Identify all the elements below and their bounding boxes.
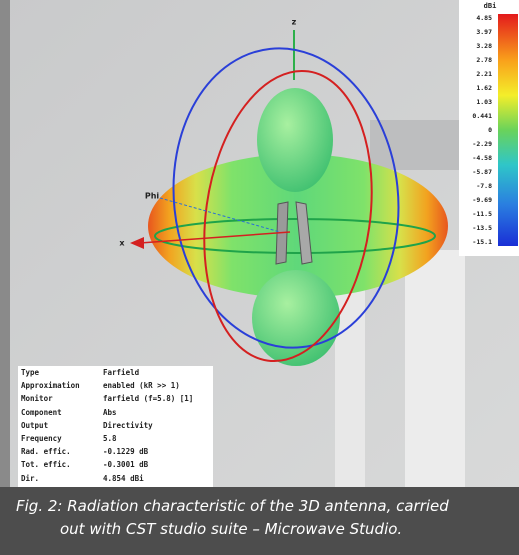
info-row: Component Abs [18, 406, 213, 419]
info-key: Dir. [21, 473, 40, 483]
color-scale-label: 2.78 [476, 56, 492, 64]
color-scale-label: -11.5 [472, 210, 492, 218]
info-value: Directivity [103, 420, 153, 430]
x-arrow [130, 237, 144, 249]
info-value: farfield (f=5.8) [1] [103, 394, 194, 404]
caption-line: out with CST studio suite – Microwave St… [60, 520, 403, 538]
info-key: Approximation [21, 381, 80, 391]
left-strip [0, 0, 10, 487]
color-scale-label: -7.8 [476, 182, 492, 190]
color-scale-label: -15.1 [472, 238, 492, 246]
color-scale-label: 1.03 [476, 98, 492, 106]
color-scale-label: 2.21 [476, 70, 492, 78]
color-bar [498, 14, 518, 246]
info-value: Abs [103, 407, 117, 417]
phi-vector [159, 197, 281, 233]
info-row: Output Directivity [18, 419, 213, 432]
info-table: Type Farfield Approximation enabled (kR >> … [18, 366, 213, 487]
color-scale-label: -2.29 [472, 140, 492, 148]
x-axis [139, 231, 291, 244]
color-scale-label: -4.58 [472, 154, 492, 162]
info-key: Frequency [21, 433, 62, 443]
color-scale-label: 4.85 [476, 14, 492, 22]
color-scale-label: 0 [488, 126, 492, 134]
axis-label: Phi [145, 192, 160, 201]
info-row: Tot. effic. -0.3001 dB [18, 458, 213, 471]
frame-post [405, 250, 465, 487]
color-scale-label: 3.28 [476, 42, 492, 50]
frame-beam [370, 120, 470, 170]
antenna-element [295, 201, 313, 265]
color-scale-label: -13.5 [472, 224, 492, 232]
color-scale-label: 0.441 [472, 112, 492, 120]
info-value: -0.1229 dB [103, 447, 149, 457]
color-scale-label: 1.62 [476, 84, 492, 92]
caption-line: Fig. 2: Radiation characteristic of the … [16, 497, 449, 515]
info-row: Rad. effic. -0.1229 dB [18, 445, 213, 458]
theta-ring-red [203, 69, 373, 363]
color-scale-label: -5.87 [472, 168, 492, 176]
pattern-lobe-bottom [252, 270, 340, 366]
axis-label: z [292, 18, 297, 27]
info-value: enabled (kR >> 1) [103, 381, 180, 391]
info-key: Output [21, 420, 49, 430]
phi-ring [154, 218, 436, 254]
color-scale-label: -9.69 [472, 196, 492, 204]
color-scale-label: 3.97 [476, 28, 492, 36]
info-key: Rad. effic. [21, 447, 71, 457]
info-row: Approximation enabled (kR >> 1) [18, 379, 213, 392]
color-scale-labels: 4.85 3.97 3.28 2.78 2.21 1.62 1.03 0.441 0 -2.29 -… [472, 14, 492, 246]
info-row: Dir. 4.854 dBi [18, 472, 213, 485]
info-key: Tot. effic. [21, 460, 71, 470]
info-key: Monitor [21, 394, 53, 404]
caption: Fig. 2: Radiation characteristic of the … [0, 487, 519, 555]
info-value: Farfield [103, 368, 140, 377]
info-row: Monitor farfield (f=5.8) [1] [18, 392, 213, 405]
theta-ring [172, 47, 400, 349]
info-key: Type [21, 368, 40, 377]
info-value: 5.8 [103, 433, 117, 443]
pattern-lobe-top [257, 88, 333, 192]
info-row: Type Farfield [18, 366, 213, 379]
info-value: -0.3001 dB [103, 460, 149, 470]
info-key: Component [21, 407, 62, 417]
info-value: 4.854 dBi [103, 473, 144, 483]
info-row: Frequency 5.8 [18, 432, 213, 445]
axis-label: x [119, 239, 125, 248]
color-scale-unit: dBi [484, 2, 497, 10]
